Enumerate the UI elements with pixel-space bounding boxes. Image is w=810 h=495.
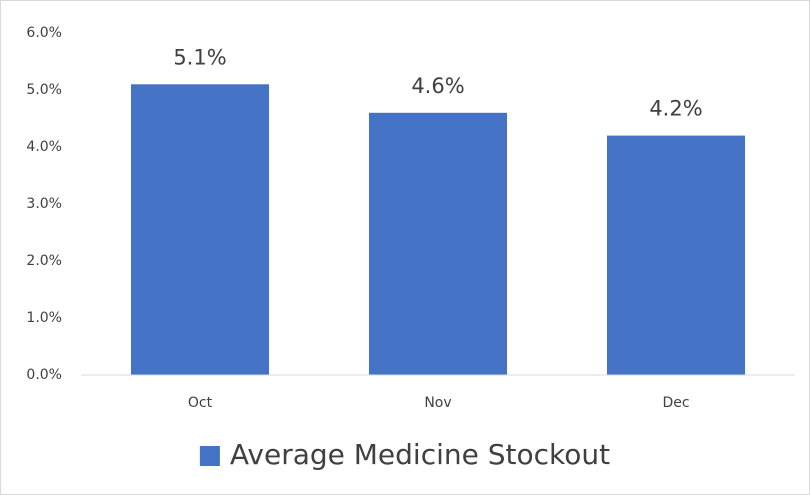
- bar: [606, 135, 746, 375]
- x-tick-label: Oct: [188, 395, 213, 411]
- data-label: 4.6%: [411, 74, 464, 98]
- data-label: 5.1%: [173, 45, 226, 69]
- legend-swatch: [199, 446, 220, 466]
- y-tick-label: 2.0%: [26, 253, 62, 269]
- data-label: 4.2%: [649, 97, 702, 121]
- x-tick-label: Dec: [662, 395, 689, 411]
- y-tick-label: 1.0%: [26, 310, 62, 326]
- y-tick-label: 6.0%: [26, 25, 62, 41]
- bar: [368, 112, 508, 376]
- bar: [130, 84, 270, 376]
- y-tick-label: 5.0%: [26, 82, 62, 98]
- y-tick-label: 4.0%: [26, 139, 62, 155]
- x-tick-label: Nov: [424, 395, 451, 411]
- y-tick-label: 0.0%: [26, 367, 62, 383]
- y-tick-label: 3.0%: [26, 196, 62, 212]
- legend-label: Average Medicine Stockout: [230, 438, 610, 471]
